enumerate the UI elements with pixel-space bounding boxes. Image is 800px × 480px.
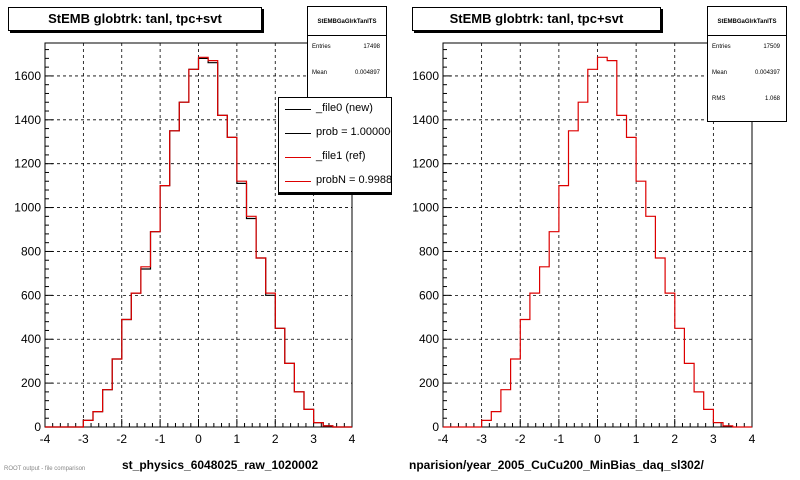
left-x-tick-label: 4 bbox=[349, 432, 356, 446]
right-y-tick-label: 600 bbox=[419, 288, 439, 302]
legend-entry-prob: prob = 1.000000 bbox=[279, 122, 391, 146]
legend-entry-file0: _file0 (new) bbox=[279, 98, 391, 122]
left-y-tick-label: 1000 bbox=[14, 201, 41, 215]
right-series-file1-ref bbox=[443, 56, 752, 428]
left-x-tick-label: 2 bbox=[272, 432, 279, 446]
left-x-tick-label: -3 bbox=[78, 432, 89, 446]
left-stats-box: StEMBGaGlrkTanlTS Entries 17498 Mean 0.0… bbox=[307, 6, 387, 98]
right-x-axis-label: nparision/year_2005_CuCu200_MinBias_daq_… bbox=[409, 458, 704, 472]
left-chart-title: StEMB globtrk: tanl, tpc+svt bbox=[8, 7, 262, 31]
left-mean-value: 0.004897 bbox=[354, 70, 380, 76]
left-x-tick-label: -4 bbox=[40, 432, 51, 446]
left-x-tick-label: -1 bbox=[155, 432, 166, 446]
legend-label-probn: probN = 0.99888 bbox=[316, 174, 392, 186]
right-x-tick-label: -4 bbox=[438, 432, 449, 446]
left-entries-label: Entries bbox=[312, 44, 331, 50]
legend-entry-probn: probN = 0.99888 bbox=[279, 170, 392, 192]
right-x-tick-label: -2 bbox=[515, 432, 526, 446]
right-entries-value: 17509 bbox=[763, 44, 780, 50]
left-x-axis-label: st_physics_6048025_raw_1020002 bbox=[122, 458, 319, 472]
right-y-tick-label: 400 bbox=[419, 332, 439, 346]
legend-label-file1: _file1 (ref) bbox=[316, 150, 366, 162]
right-x-tick-label: 0 bbox=[594, 432, 601, 446]
left-entries-value: 17498 bbox=[363, 44, 380, 50]
left-y-tick-label: 400 bbox=[21, 332, 41, 346]
right-stats-box: StEMBGaGlrkTanlTS Entries 17509 Mean 0.0… bbox=[707, 6, 787, 122]
right-mean-value: 0.004397 bbox=[754, 70, 780, 76]
left-legend: _file0 (new) prob = 1.000000 _file1 (ref… bbox=[278, 97, 392, 195]
right-stats-name: StEMBGaGlrkTanlTS bbox=[708, 7, 786, 36]
legend-line-file0 bbox=[285, 109, 311, 110]
right-y-tick-label: 1600 bbox=[412, 69, 439, 83]
left-stats-name: StEMBGaGlrkTanlTS bbox=[308, 7, 386, 36]
left-y-tick-label: 1400 bbox=[14, 113, 41, 127]
left-y-tick-label: 1600 bbox=[14, 69, 41, 83]
right-y-tick-label: 1000 bbox=[412, 201, 439, 215]
right-x-tick-label: -1 bbox=[554, 432, 565, 446]
right-x-tick-label: 1 bbox=[633, 432, 640, 446]
right-mean-label: Mean bbox=[712, 70, 728, 76]
legend-label-prob: prob = 1.000000 bbox=[316, 126, 392, 138]
legend-line-file1 bbox=[285, 157, 311, 158]
right-entries-label: Entries bbox=[712, 44, 731, 50]
left-y-tick-label: 800 bbox=[21, 244, 41, 258]
right-y-tick-label: 800 bbox=[419, 244, 439, 258]
right-x-tick-label: 4 bbox=[749, 432, 756, 446]
left-series-file1-ref bbox=[45, 56, 352, 428]
legend-line-prob bbox=[285, 133, 311, 134]
legend-label-file0: _file0 (new) bbox=[316, 102, 373, 114]
left-mean-label: Mean bbox=[312, 70, 328, 76]
left-x-tick-label: 1 bbox=[234, 432, 241, 446]
right-x-tick-label: 3 bbox=[710, 432, 717, 446]
left-y-tick-label: 0 bbox=[34, 420, 41, 434]
left-y-tick-label: 200 bbox=[21, 376, 41, 390]
right-rms-value: 1.068 bbox=[764, 96, 780, 102]
right-y-tick-label: 1200 bbox=[412, 157, 439, 171]
legend-line-probn bbox=[285, 181, 311, 182]
left-y-tick-label: 1200 bbox=[14, 157, 41, 171]
left-x-tick-label: -2 bbox=[116, 432, 127, 446]
right-x-tick-label: -3 bbox=[476, 432, 487, 446]
right-rms-label: RMS bbox=[712, 96, 726, 102]
left-x-tick-label: 3 bbox=[310, 432, 317, 446]
legend-entry-file1: _file1 (ref) bbox=[279, 146, 391, 170]
left-x-tick-label: 0 bbox=[195, 432, 202, 446]
right-x-tick-label: 2 bbox=[671, 432, 678, 446]
right-y-tick-label: 200 bbox=[419, 376, 439, 390]
right-y-tick-label: 0 bbox=[432, 420, 439, 434]
left-y-tick-label: 600 bbox=[21, 288, 41, 302]
right-y-tick-label: 1400 bbox=[412, 113, 439, 127]
right-chart-title: StEMB globtrk: tanl, tpc+svt bbox=[412, 7, 661, 31]
footer-text: ROOT output - file comparison bbox=[4, 466, 86, 472]
